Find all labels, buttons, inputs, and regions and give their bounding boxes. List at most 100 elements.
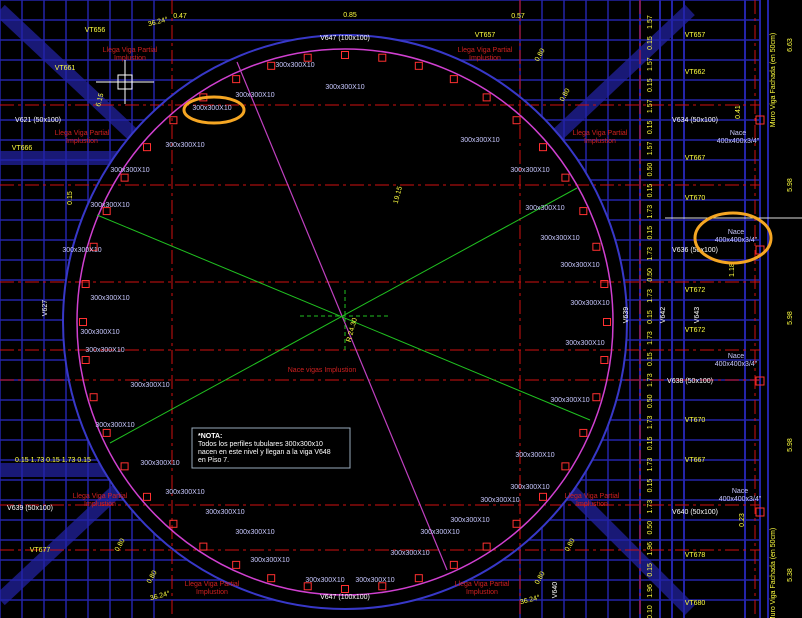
column (449, 75, 458, 84)
label: 300x300X10 (95, 422, 134, 429)
label: VT672 (685, 287, 706, 294)
label: 300x300X10 (420, 529, 459, 536)
label: 1.73 (647, 458, 654, 472)
column (267, 574, 276, 583)
column (512, 519, 521, 528)
column (89, 242, 98, 251)
column (579, 207, 588, 216)
label: VT667 (685, 457, 706, 464)
label: 1.73 (647, 373, 654, 387)
label: 400x400x3/4" (715, 361, 758, 368)
label: 1.96 (647, 542, 654, 556)
column (81, 355, 90, 364)
radius-line (96, 214, 591, 421)
label: 300x300X10 (62, 247, 101, 254)
column (169, 116, 178, 125)
label: VT667 (685, 155, 706, 162)
column (102, 428, 111, 437)
label: 5.98 (787, 438, 794, 452)
label: VT672 (685, 327, 706, 334)
label: Implustion (66, 138, 98, 145)
label: 0.15 (647, 479, 654, 493)
column (755, 376, 765, 386)
label: 300x300X10 (450, 517, 489, 524)
label: 0.47 (173, 13, 187, 20)
label: V647 (100x100) (320, 35, 370, 42)
label: V639 (50x100) (7, 505, 53, 512)
label: Llega Viga Partial (565, 493, 620, 500)
label: V642 (660, 307, 667, 323)
label: Llega Viga Partial (185, 581, 240, 588)
column (600, 355, 609, 364)
label: Implustion (469, 55, 501, 62)
label: 0.10 (647, 605, 654, 618)
label: 300x300X10 (192, 105, 231, 112)
label: VT677 (30, 547, 51, 554)
column (303, 582, 312, 591)
column (449, 560, 458, 569)
label: 300x300X10 (460, 137, 499, 144)
label: 1.57 (647, 15, 654, 29)
label: 300x300X10 (275, 62, 314, 69)
column (378, 582, 387, 591)
label: 0.85 (343, 12, 357, 19)
label: 5.98 (787, 178, 794, 192)
label: 300x300X10 (515, 452, 554, 459)
label: Implustion (466, 589, 498, 596)
label: 0.50 (647, 268, 654, 282)
label: Implustion (576, 501, 608, 508)
label: 1.73 (647, 289, 654, 303)
column (142, 492, 151, 501)
label: VT656 (85, 27, 106, 34)
column (169, 519, 178, 528)
label: 0.15 (647, 310, 654, 324)
label: 300x300X10 (480, 497, 519, 504)
column (341, 51, 349, 59)
column (482, 542, 491, 551)
label: 0.15 1.73 0.15 1.73 0.15 (15, 457, 91, 464)
ring (76, 48, 614, 596)
column (303, 53, 312, 62)
label: 300x300X10 (85, 347, 124, 354)
column (378, 53, 387, 62)
label: 400x400x3/4" (719, 496, 762, 503)
note-line: nacen en este nivel y llegan a la viga V… (198, 449, 331, 456)
label: 0.15 (647, 36, 654, 50)
label: 300x300X10 (130, 382, 169, 389)
label: V639 (623, 307, 630, 323)
column (755, 115, 765, 125)
label: Llega Viga Partial (458, 47, 513, 54)
label: V627 (42, 300, 49, 316)
label: 300x300X10 (90, 202, 129, 209)
label: Nace (728, 353, 744, 360)
label: 1.73 (647, 205, 654, 219)
label: 1.73 (647, 415, 654, 429)
label: 300x300X10 (90, 295, 129, 302)
label: Llega Viga Partial (73, 493, 128, 500)
label: 1.73 (647, 247, 654, 261)
label: 300x300X10 (140, 460, 179, 467)
column (232, 560, 241, 569)
label: 0.15 (67, 191, 74, 205)
label: 6.63 (787, 38, 794, 52)
label: 1.18 (729, 263, 736, 277)
label: 300x300X10 (510, 484, 549, 491)
label: VT657 (475, 32, 496, 39)
label: 300x300X10 (570, 300, 609, 307)
label: Muro Viga Fachada (en 50cm) (770, 528, 777, 618)
label: VT666 (12, 145, 33, 152)
label: VT678 (685, 552, 706, 559)
column (79, 318, 87, 326)
label: 300x300X10 (235, 92, 274, 99)
column (603, 318, 611, 326)
label: 300x300X10 (565, 340, 604, 347)
label: 300x300X10 (525, 205, 564, 212)
label: 300x300X10 (325, 84, 364, 91)
label: 300x300X10 (165, 142, 204, 149)
label: V640 (552, 582, 559, 598)
ring-outer (62, 34, 628, 610)
label: VT662 (685, 69, 706, 76)
label: 300x300X10 (305, 577, 344, 584)
